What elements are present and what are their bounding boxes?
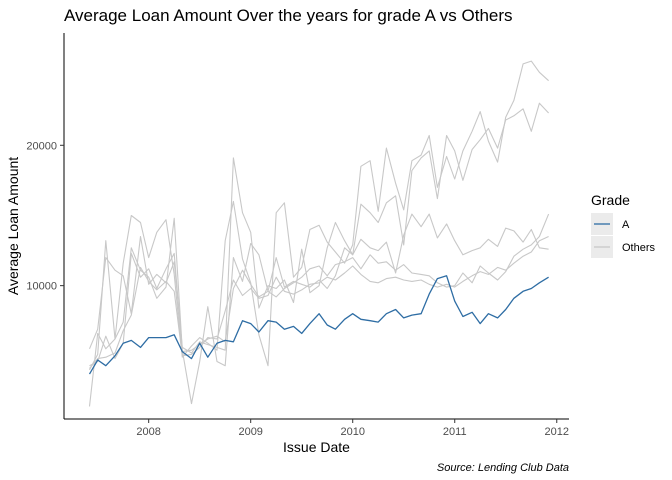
x-axis-ticks: 2008 2009 2010 2011 2012 xyxy=(136,419,569,438)
x-tick-label: 2008 xyxy=(136,426,160,438)
y-tick-label: 20000 xyxy=(26,140,57,152)
series-line-others-3 xyxy=(88,213,549,407)
x-tick-label: 2012 xyxy=(545,426,569,438)
x-tick-label: 2011 xyxy=(443,426,467,438)
x-tick-label: 2010 xyxy=(340,426,364,438)
x-tick-label: 2009 xyxy=(238,426,262,438)
series-line-others-5 xyxy=(89,235,549,369)
legend: Grade A Others xyxy=(591,192,656,258)
y-tick-label: 10000 xyxy=(26,281,57,293)
chart-caption: Source: Lending Club Data xyxy=(437,462,569,474)
chart-title: Average Loan Amount Over the years for g… xyxy=(64,6,513,25)
legend-title: Grade xyxy=(591,192,630,208)
series-line-others-2 xyxy=(89,60,549,371)
y-axis-title: Average Loan Amount xyxy=(5,157,21,295)
legend-label: A xyxy=(622,219,630,231)
legend-items: A Others xyxy=(591,213,656,258)
series-line-others-4 xyxy=(89,213,550,367)
series-line-others-1 xyxy=(88,102,550,354)
legend-label: Others xyxy=(622,242,656,254)
series-layer xyxy=(88,60,550,407)
series-line-a-0 xyxy=(88,275,549,375)
y-axis-ticks: 10000 20000 xyxy=(26,140,64,293)
x-axis-title: Issue Date xyxy=(283,439,350,455)
plot-area: 2008 2009 2010 2011 2012 10000 20000 xyxy=(26,33,569,438)
